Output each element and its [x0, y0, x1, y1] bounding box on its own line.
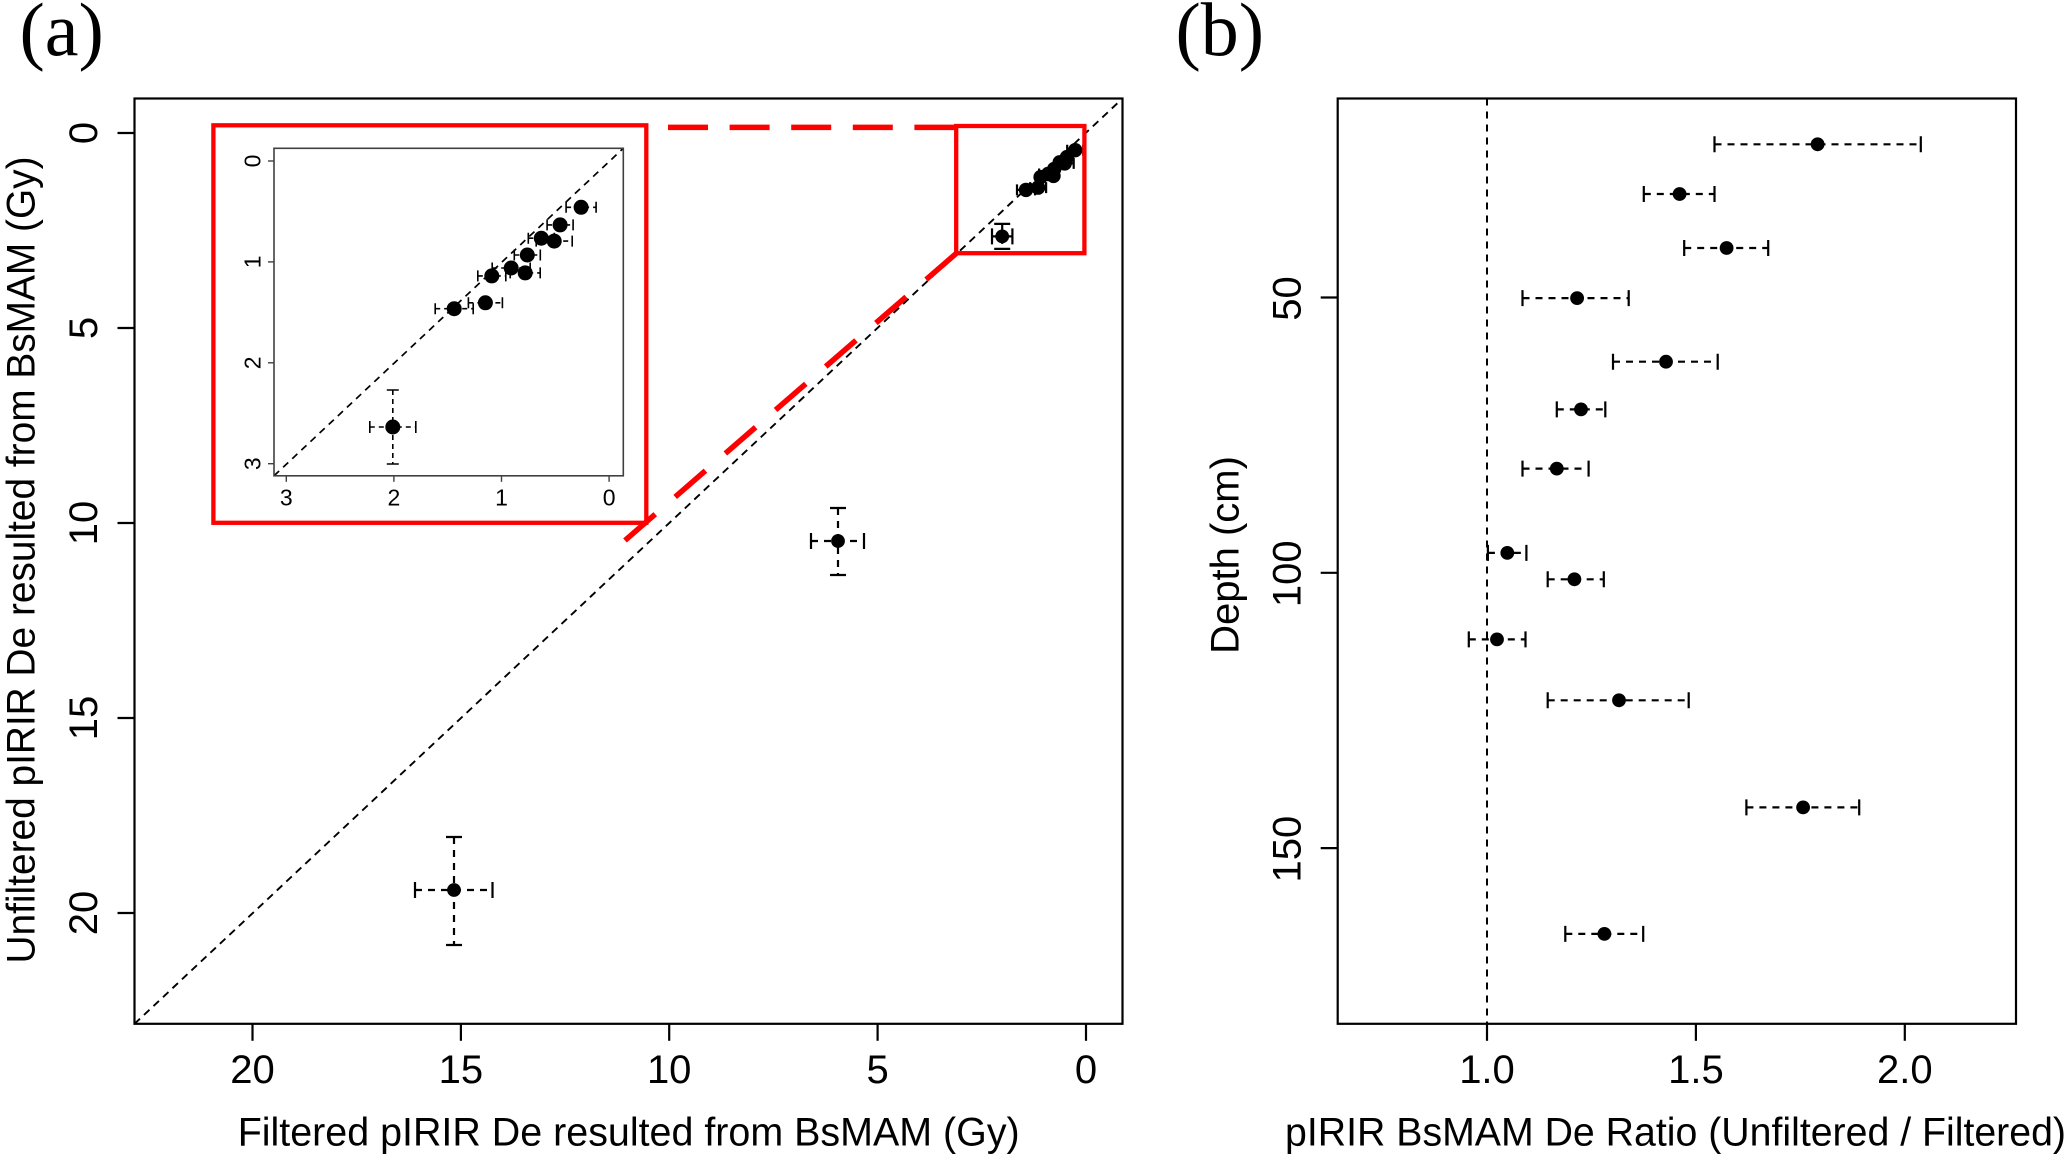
svg-text:(b): (b) — [1176, 0, 1265, 73]
svg-text:15: 15 — [439, 1048, 484, 1092]
svg-text:1.5: 1.5 — [1668, 1048, 1724, 1092]
svg-text:1: 1 — [240, 256, 266, 269]
svg-text:2.0: 2.0 — [1877, 1048, 1933, 1092]
svg-text:0: 0 — [1075, 1048, 1097, 1092]
svg-text:Filtered pIRIR De resulted fro: Filtered pIRIR De resulted from BsMAM (G… — [238, 1111, 1020, 1155]
svg-text:10: 10 — [647, 1048, 692, 1092]
svg-text:1.0: 1.0 — [1459, 1048, 1515, 1092]
svg-text:Unfiltered pIRIR De resulted f: Unfiltered pIRIR De resulted from BsMAM … — [0, 157, 44, 964]
svg-text:15: 15 — [62, 696, 106, 741]
svg-text:pIRIR BsMAM De Ratio (Unfilter: pIRIR BsMAM De Ratio (Unfiltered / Filte… — [1285, 1111, 2066, 1155]
svg-text:3: 3 — [240, 457, 266, 470]
svg-text:0: 0 — [603, 485, 616, 511]
svg-text:5: 5 — [62, 317, 106, 339]
svg-text:50: 50 — [1266, 276, 1310, 321]
svg-text:3: 3 — [280, 485, 293, 511]
svg-text:(a): (a) — [20, 0, 104, 73]
svg-text:2: 2 — [240, 356, 266, 369]
svg-text:20: 20 — [230, 1048, 275, 1092]
svg-text:20: 20 — [62, 891, 106, 936]
svg-text:1: 1 — [495, 485, 508, 511]
svg-text:5: 5 — [866, 1048, 888, 1092]
svg-text:150: 150 — [1266, 816, 1310, 883]
svg-text:Depth (cm): Depth (cm) — [1204, 456, 1248, 654]
svg-text:10: 10 — [62, 501, 106, 546]
svg-text:0: 0 — [240, 155, 266, 168]
svg-text:2: 2 — [388, 485, 401, 511]
svg-text:100: 100 — [1266, 540, 1310, 607]
svg-text:0: 0 — [62, 122, 106, 144]
